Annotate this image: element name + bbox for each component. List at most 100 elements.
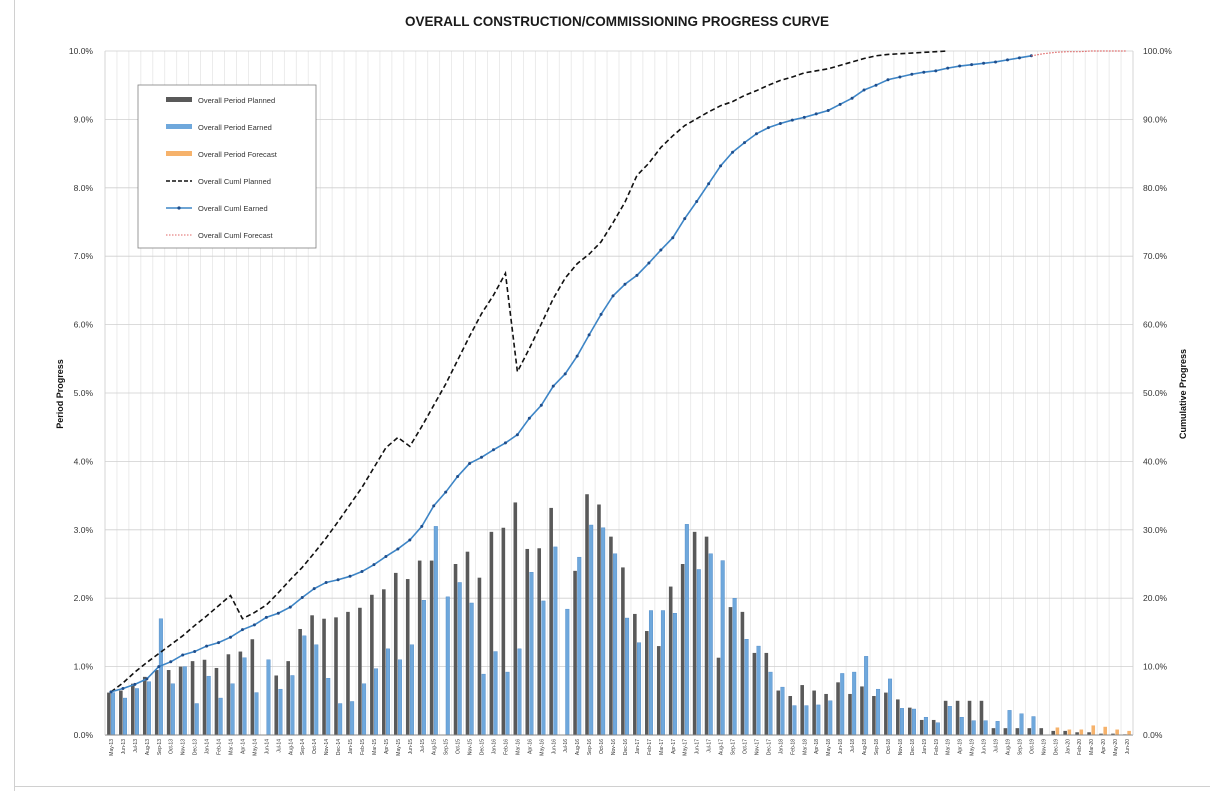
earned-bar <box>756 645 761 736</box>
earned-bar <box>457 582 462 736</box>
earned-bar <box>362 683 367 736</box>
cuml-earned-point <box>360 570 364 574</box>
x-tick-label: Sep-15 <box>444 739 450 755</box>
planned-bar <box>668 586 673 735</box>
cuml-earned-point <box>814 112 818 116</box>
planned-bar <box>872 696 876 735</box>
planned-bar <box>692 531 697 735</box>
cuml-earned-point <box>312 587 316 591</box>
planned-bar <box>238 651 243 735</box>
bar-series <box>107 494 1131 736</box>
earned-bar <box>971 720 976 736</box>
planned-bar <box>465 551 470 735</box>
legend-box <box>137 84 317 249</box>
x-tick-label: Jan-14 <box>205 739 211 755</box>
cuml-earned-point <box>240 628 244 632</box>
x-tick-label: May-16 <box>539 739 545 756</box>
x-tick-label: Feb-18 <box>790 739 796 755</box>
earned-bar <box>589 524 594 736</box>
x-tick-label: Nov-14 <box>324 739 330 755</box>
x-tick-label: Feb-15 <box>360 739 366 755</box>
cuml-earned-point <box>886 78 890 82</box>
x-tick-label: Jul-17 <box>707 739 713 753</box>
cuml-earned-point <box>982 61 986 65</box>
y-left-tick-label: 6.0% <box>74 320 94 330</box>
x-tick-label: Mar-17 <box>659 739 665 755</box>
cuml-earned-point <box>288 605 292 609</box>
x-tick-label: Oct-15 <box>456 739 462 754</box>
earned-bar <box>923 717 928 736</box>
planned-bar <box>202 659 207 735</box>
x-tick-label: Oct-13 <box>169 739 175 754</box>
planned-bar <box>896 699 900 735</box>
earned-bar <box>541 600 546 736</box>
planned-bar <box>824 693 828 735</box>
earned-bar <box>409 644 414 736</box>
cuml-earned-point <box>372 563 376 567</box>
earned-bar <box>230 683 235 736</box>
x-tick-label: Aug-15 <box>432 739 438 755</box>
cuml-earned-point <box>719 164 723 168</box>
earned-bar <box>553 546 558 736</box>
earned-bar <box>158 618 163 736</box>
y-right-tick-label: 70.0% <box>1143 251 1168 261</box>
x-tick-label: Jun-19 <box>982 739 988 755</box>
planned-bar <box>573 570 577 735</box>
planned-bar <box>178 666 183 735</box>
x-tick-label: Jan-19 <box>922 739 928 755</box>
planned-bar <box>967 700 972 735</box>
x-tick-label: Apr-20 <box>1101 739 1107 754</box>
cuml-earned-point <box>384 554 388 558</box>
x-tick-label: Jul-14 <box>276 739 282 753</box>
planned-bar <box>477 577 482 735</box>
earned-bar <box>123 697 128 736</box>
cuml-earned-point <box>1017 56 1021 60</box>
cuml-earned-point <box>181 653 185 657</box>
earned-bar <box>302 635 307 736</box>
x-tick-label: Jan-16 <box>491 739 497 755</box>
earned-bar <box>146 681 151 736</box>
cuml-earned-point <box>910 72 914 76</box>
earned-bar <box>816 704 821 736</box>
planned-bar <box>644 631 649 735</box>
x-tick-label: Dec-17 <box>766 739 772 755</box>
x-tick-label: Dec-13 <box>193 739 199 755</box>
earned-bar <box>1007 710 1012 736</box>
earned-bar <box>613 553 618 736</box>
y-left-tick-label: 2.0% <box>74 593 94 603</box>
planned-bar <box>214 667 219 735</box>
planned-bar <box>166 670 171 735</box>
planned-bar <box>525 548 530 735</box>
cuml-earned-point <box>826 109 830 113</box>
y-right-tick-label: 40.0% <box>1143 456 1168 466</box>
x-tick-label: Feb-14 <box>217 739 223 755</box>
earned-bar <box>469 602 474 736</box>
planned-bar <box>537 548 542 735</box>
cuml-earned-point <box>539 403 543 407</box>
planned-bar <box>1051 730 1056 735</box>
forecast-bar <box>1091 725 1096 735</box>
legend-label: Overall Period Planned <box>198 96 275 105</box>
cuml-earned-point <box>408 538 412 542</box>
x-tick-label: Jun-20 <box>1125 739 1131 755</box>
x-tick-label: May-14 <box>252 739 258 756</box>
cuml-earned-point <box>671 236 675 240</box>
planned-bar <box>907 707 912 735</box>
planned-bar <box>429 560 434 735</box>
planned-bar <box>656 646 661 735</box>
planned-bar <box>680 564 685 735</box>
planned-bar <box>334 617 338 735</box>
x-tick-label: Aug-16 <box>575 739 581 755</box>
planned-bar <box>1027 728 1032 735</box>
planned-bar <box>119 690 123 735</box>
cuml-earned-point <box>515 433 519 437</box>
planned-bar <box>393 572 398 735</box>
planned-bar <box>274 675 279 735</box>
planned-bar <box>1015 728 1020 735</box>
earned-bar <box>660 610 665 736</box>
planned-bar <box>142 676 147 735</box>
x-tick-label: Nov-19 <box>1041 739 1047 755</box>
cuml-earned-point <box>491 448 495 452</box>
cuml-earned-point <box>934 69 938 73</box>
